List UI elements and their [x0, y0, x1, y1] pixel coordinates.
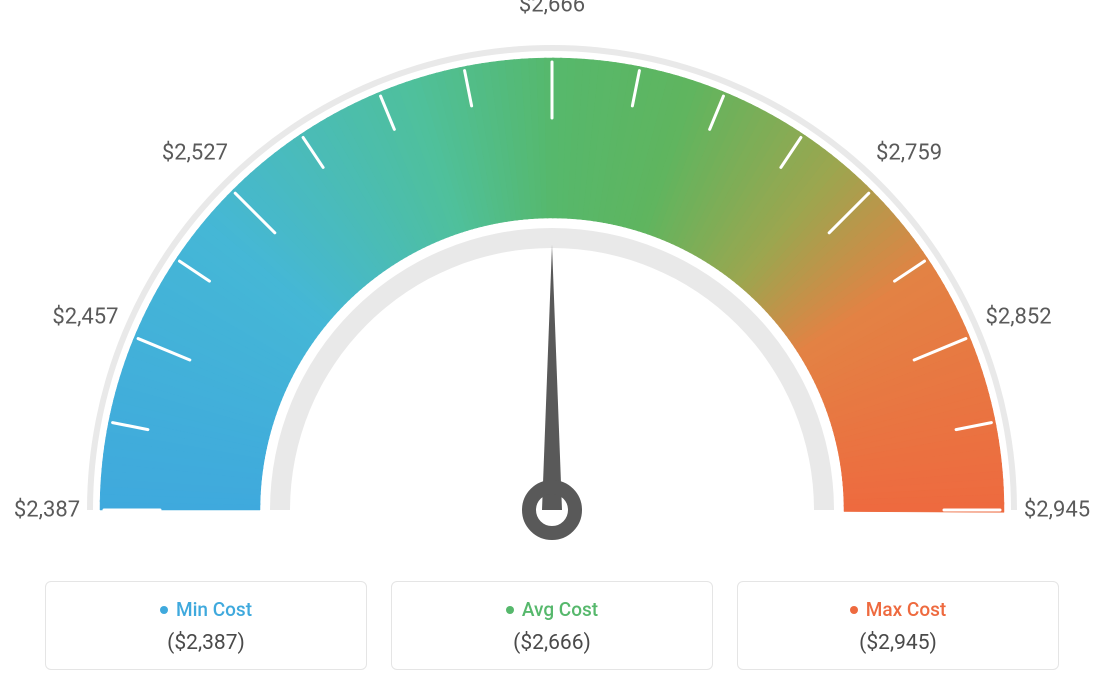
legend-max-label: Max Cost [866, 598, 946, 621]
dot-icon [506, 606, 514, 614]
legend-min-label: Min Cost [176, 598, 252, 621]
cost-gauge-infographic: $2,387 $2,457 $2,527 $2,666 $2,759 $2,852 $2,9… [0, 0, 1104, 690]
gauge-tick-label: $2,945 [1024, 498, 1090, 523]
gauge-tick-label: $2,666 [519, 0, 585, 18]
legend-max-value: ($2,945) [738, 631, 1058, 655]
legend-min-title: Min Cost [160, 598, 252, 621]
legend-min-card: Min Cost ($2,387) [45, 581, 367, 670]
legend-avg-card: Avg Cost ($2,666) [391, 581, 713, 670]
legend-avg-value: ($2,666) [392, 631, 712, 655]
legend-avg-title: Avg Cost [506, 598, 598, 621]
gauge-tick-label: $2,387 [14, 498, 80, 523]
gauge-tick-label: $2,457 [52, 304, 118, 329]
gauge-tick-label: $2,759 [876, 140, 942, 165]
gauge-tick-label: $2,852 [985, 304, 1051, 329]
legend-max-title: Max Cost [850, 598, 946, 621]
legend-max-card: Max Cost ($2,945) [737, 581, 1059, 670]
legend-avg-label: Avg Cost [522, 598, 598, 621]
dot-icon [850, 606, 858, 614]
gauge-chart: $2,387 $2,457 $2,527 $2,666 $2,759 $2,852 $2,9… [0, 0, 1104, 560]
legend-min-value: ($2,387) [46, 631, 366, 655]
legend-row: Min Cost ($2,387) Avg Cost ($2,666) Max … [45, 581, 1059, 670]
gauge-tick-label: $2,527 [162, 140, 228, 165]
dot-icon [160, 606, 168, 614]
